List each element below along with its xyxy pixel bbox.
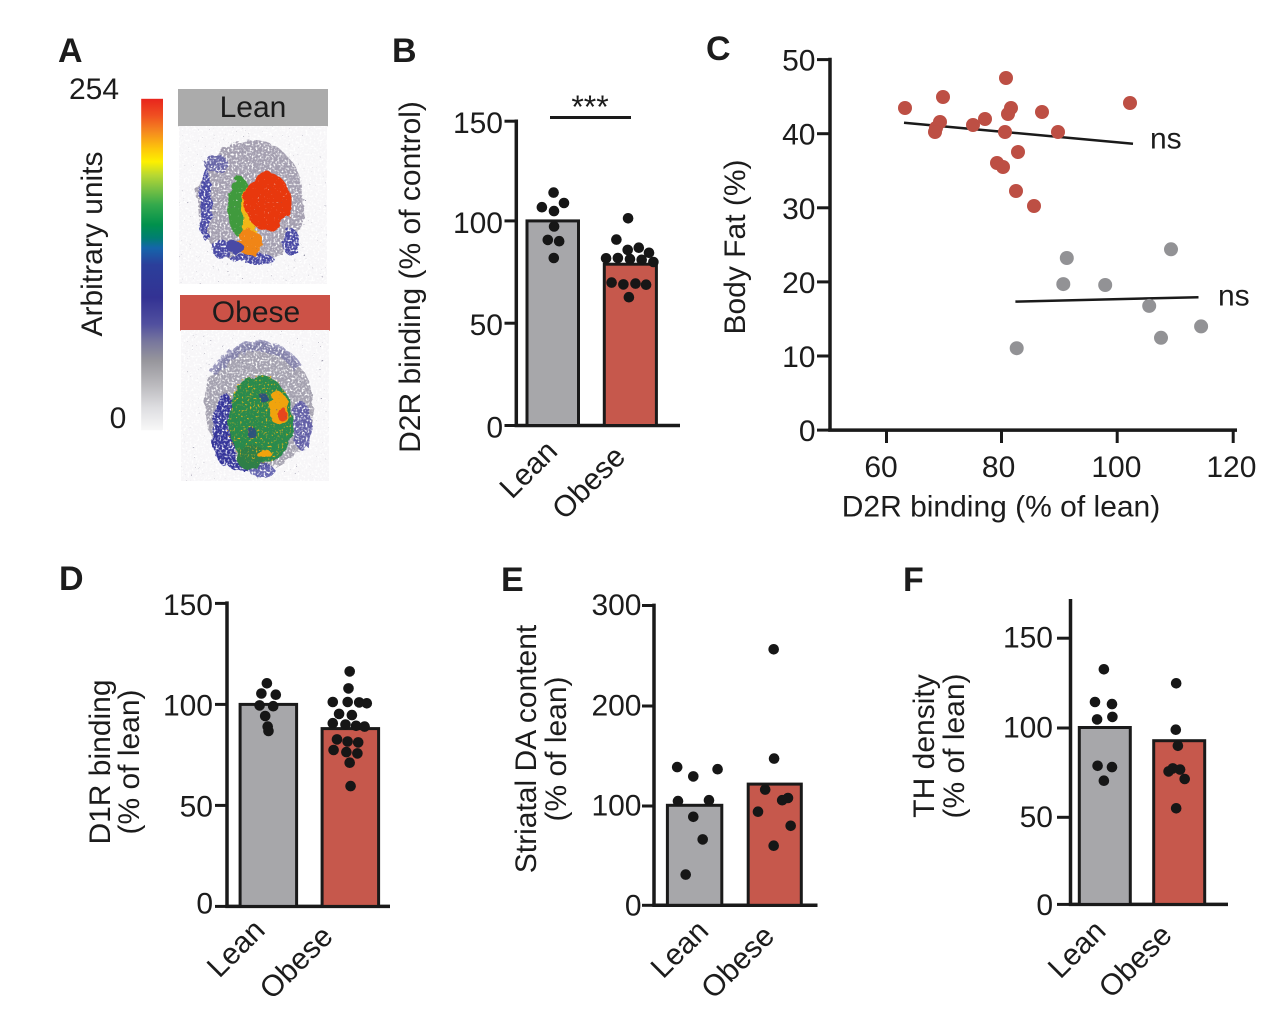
svg-text:150: 150 — [453, 107, 503, 140]
svg-text:0: 0 — [799, 415, 816, 448]
svg-text:100: 100 — [163, 689, 213, 722]
svg-text:D2R binding (% of lean): D2R binding (% of lean) — [842, 490, 1161, 523]
svg-text:100: 100 — [453, 207, 503, 240]
svg-text:Striatal DA content: Striatal DA content — [510, 624, 543, 873]
svg-text:60: 60 — [864, 451, 897, 484]
svg-text:100: 100 — [1091, 451, 1141, 484]
svg-text:50: 50 — [782, 45, 815, 78]
svg-text:Lean: Lean — [220, 91, 287, 124]
svg-text:50: 50 — [180, 790, 213, 823]
svg-text:150: 150 — [163, 589, 213, 622]
svg-text:(% of lean): (% of lean) — [113, 689, 146, 834]
svg-text:E: E — [501, 561, 524, 599]
svg-text:40: 40 — [782, 119, 815, 152]
svg-text:120: 120 — [1206, 451, 1256, 484]
svg-text:0: 0 — [110, 402, 127, 435]
svg-text:D1R binding: D1R binding — [84, 679, 117, 844]
svg-text:20: 20 — [782, 267, 815, 300]
svg-text:***: *** — [571, 89, 608, 125]
svg-text:200: 200 — [591, 690, 641, 723]
svg-text:Arbitrary units: Arbitrary units — [76, 151, 109, 336]
svg-text:254: 254 — [69, 73, 119, 106]
svg-text:B: B — [392, 32, 417, 70]
svg-text:A: A — [58, 32, 83, 70]
svg-text:(% of lean): (% of lean) — [540, 676, 573, 821]
svg-text:F: F — [903, 561, 924, 599]
svg-text:150: 150 — [1003, 622, 1053, 655]
svg-text:Lean: Lean — [201, 913, 272, 984]
svg-text:Body Fat (%): Body Fat (%) — [719, 159, 752, 334]
svg-text:10: 10 — [782, 341, 815, 374]
svg-text:Obese: Obese — [212, 296, 300, 329]
svg-text:0: 0 — [1036, 889, 1053, 922]
svg-text:0: 0 — [486, 412, 503, 445]
svg-text:D: D — [59, 560, 84, 598]
svg-text:80: 80 — [982, 451, 1015, 484]
svg-text:TH density: TH density — [908, 674, 941, 817]
svg-text:D2R binding (% of control): D2R binding (% of control) — [394, 101, 427, 453]
svg-text:300: 300 — [591, 589, 641, 622]
svg-text:30: 30 — [782, 193, 815, 226]
svg-text:0: 0 — [625, 890, 642, 923]
svg-text:100: 100 — [591, 790, 641, 823]
svg-text:0: 0 — [196, 888, 213, 921]
svg-text:ns: ns — [1150, 123, 1182, 156]
svg-text:100: 100 — [1003, 712, 1053, 745]
svg-text:50: 50 — [1020, 801, 1053, 834]
svg-text:C: C — [706, 30, 731, 68]
svg-text:ns: ns — [1218, 280, 1250, 313]
svg-text:(% of lean): (% of lean) — [938, 673, 971, 818]
svg-text:50: 50 — [470, 309, 503, 342]
